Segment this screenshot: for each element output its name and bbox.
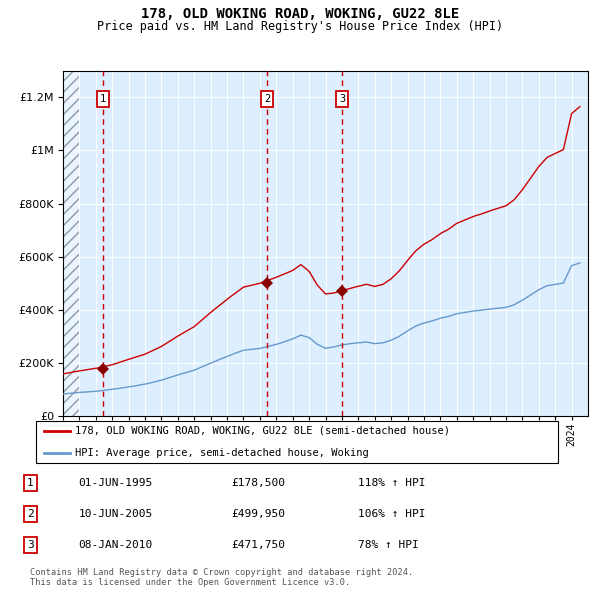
Text: 78% ↑ HPI: 78% ↑ HPI xyxy=(358,540,418,550)
Text: HPI: Average price, semi-detached house, Woking: HPI: Average price, semi-detached house,… xyxy=(75,448,369,457)
Text: 178, OLD WOKING ROAD, WOKING, GU22 8LE (semi-detached house): 178, OLD WOKING ROAD, WOKING, GU22 8LE (… xyxy=(75,426,450,436)
Text: 1: 1 xyxy=(100,94,106,104)
Text: 2: 2 xyxy=(27,509,34,519)
Text: £471,750: £471,750 xyxy=(231,540,285,550)
Text: 118% ↑ HPI: 118% ↑ HPI xyxy=(358,478,425,488)
Text: 2: 2 xyxy=(264,94,270,104)
Text: 3: 3 xyxy=(27,540,34,550)
Text: Price paid vs. HM Land Registry's House Price Index (HPI): Price paid vs. HM Land Registry's House … xyxy=(97,20,503,33)
Bar xyxy=(63,71,79,416)
Text: 08-JAN-2010: 08-JAN-2010 xyxy=(78,540,152,550)
Text: 1: 1 xyxy=(27,478,34,488)
Text: £178,500: £178,500 xyxy=(231,478,285,488)
Text: 10-JUN-2005: 10-JUN-2005 xyxy=(78,509,152,519)
Text: £499,950: £499,950 xyxy=(231,509,285,519)
Text: Contains HM Land Registry data © Crown copyright and database right 2024.
This d: Contains HM Land Registry data © Crown c… xyxy=(30,568,413,587)
Text: 01-JUN-1995: 01-JUN-1995 xyxy=(78,478,152,488)
Text: 178, OLD WOKING ROAD, WOKING, GU22 8LE: 178, OLD WOKING ROAD, WOKING, GU22 8LE xyxy=(141,7,459,21)
Text: 3: 3 xyxy=(339,94,346,104)
Text: 106% ↑ HPI: 106% ↑ HPI xyxy=(358,509,425,519)
Bar xyxy=(63,71,79,416)
